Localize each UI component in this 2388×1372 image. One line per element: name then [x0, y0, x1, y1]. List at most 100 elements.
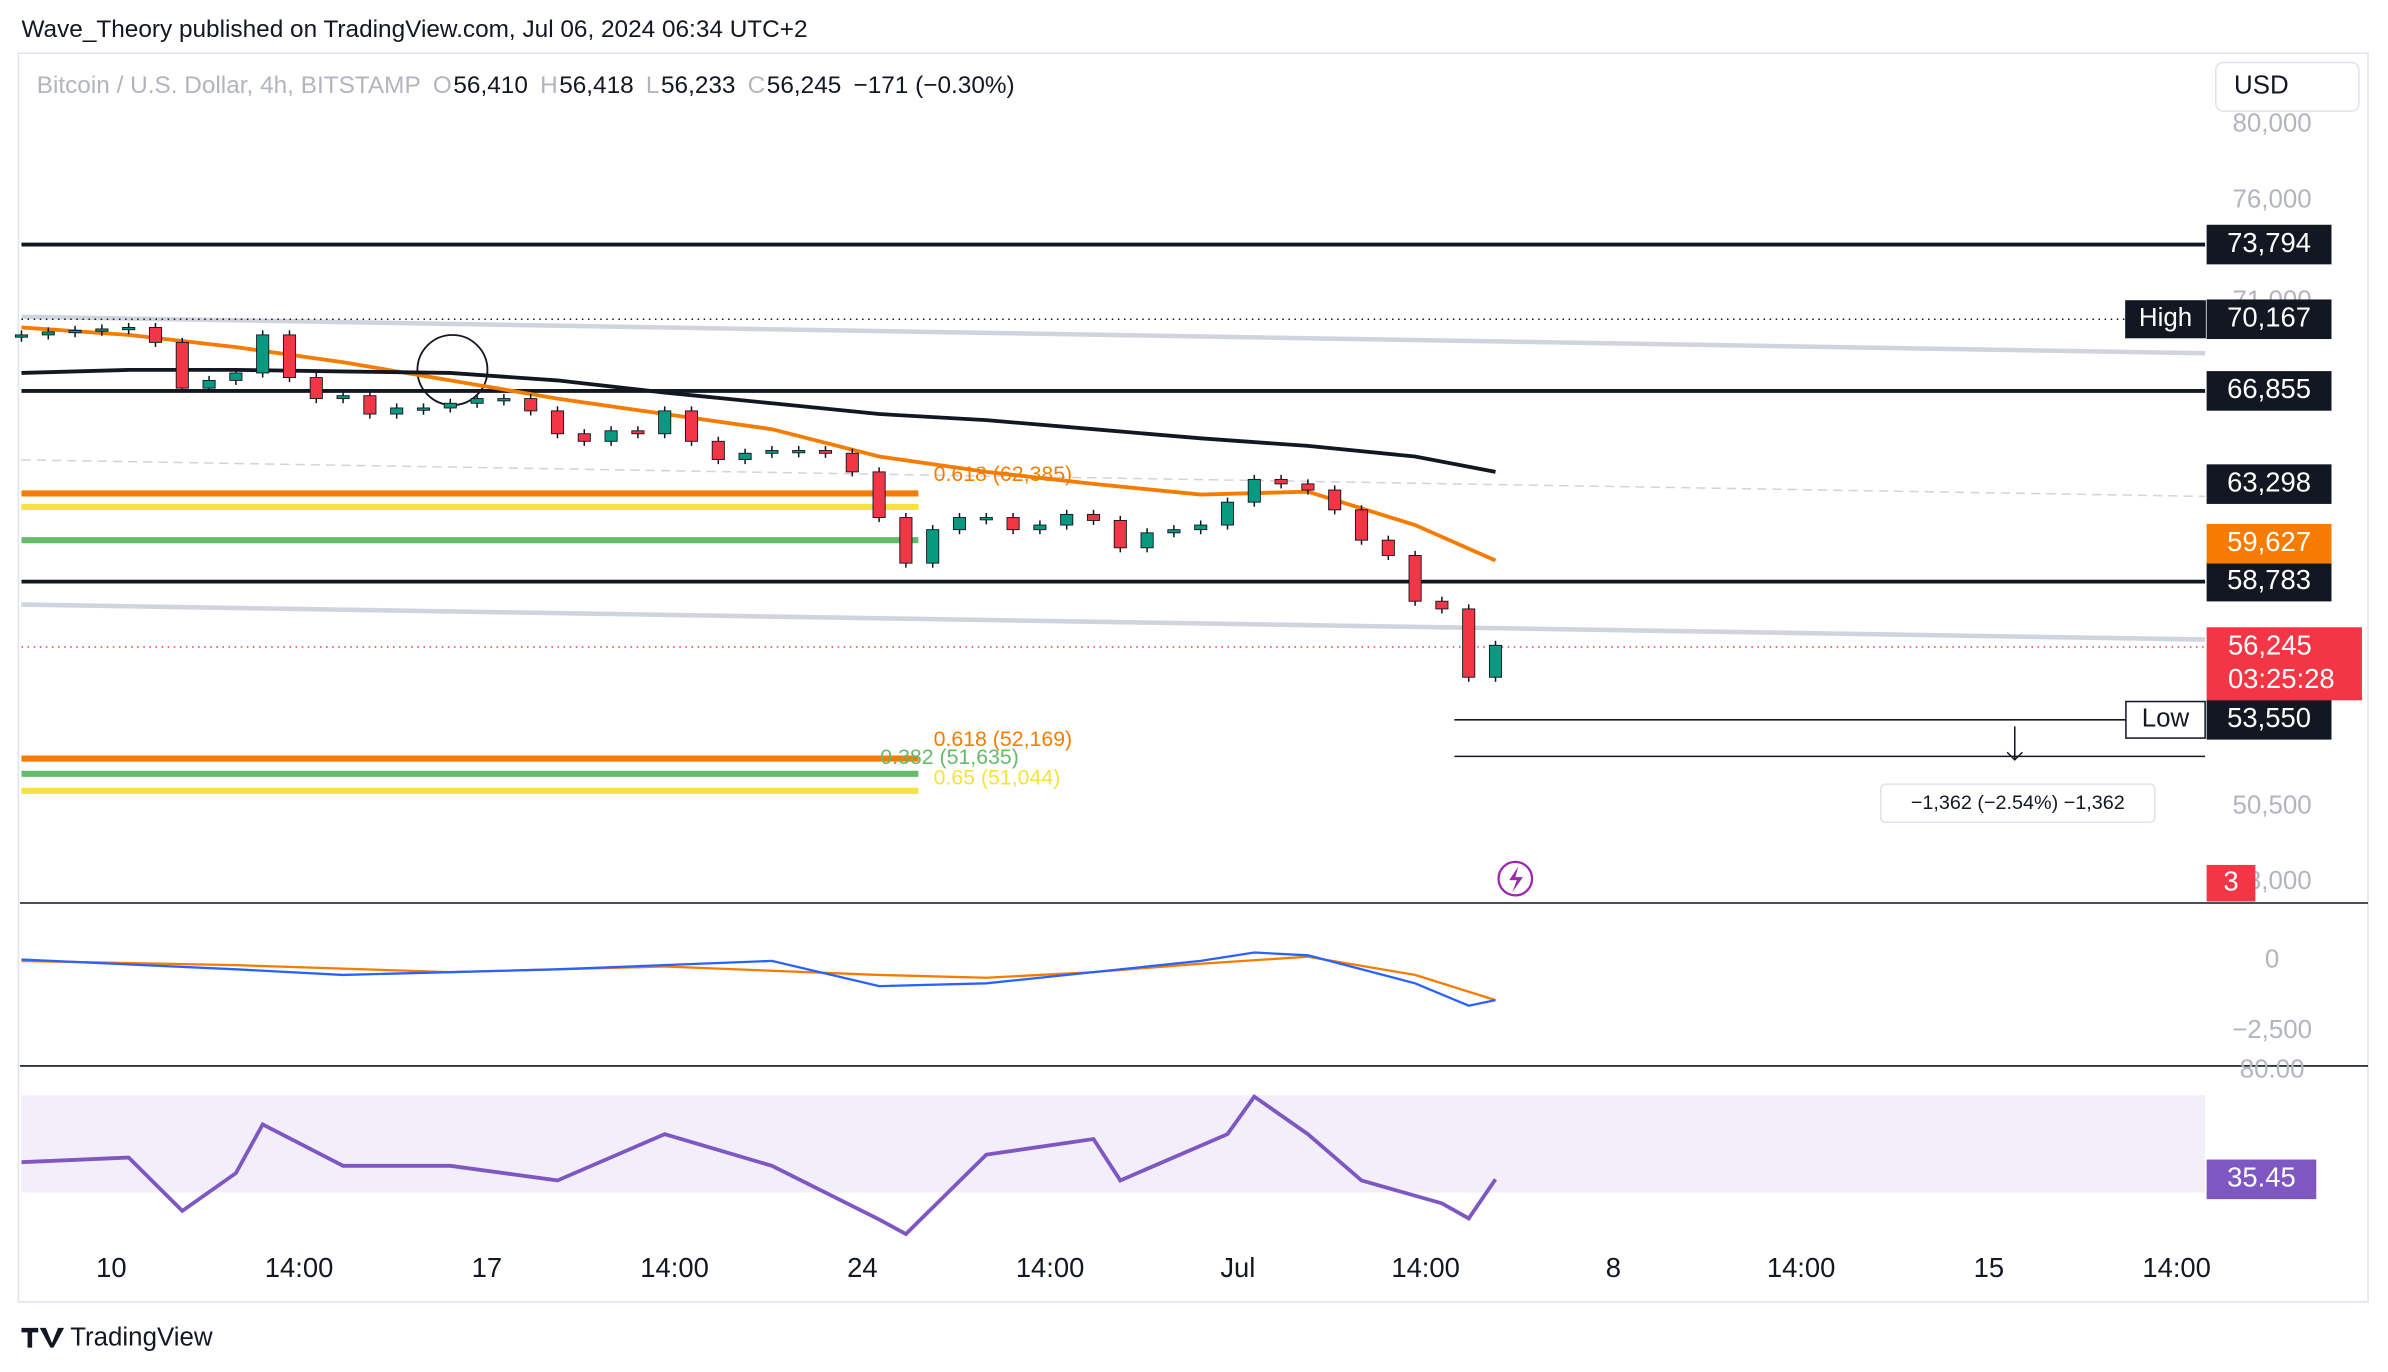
- level-name: High: [2139, 304, 2192, 332]
- fib-label: 0.65 (51,044): [934, 765, 1061, 789]
- volume-tag: [2206, 864, 2256, 902]
- last-price-tag: [2206, 627, 2362, 701]
- price-tag: [2206, 371, 2332, 411]
- candle: [282, 334, 297, 379]
- candle: [175, 341, 189, 389]
- candle: [1113, 519, 1127, 549]
- candle: [711, 440, 725, 460]
- ema-tag: [2206, 523, 2332, 564]
- x-tick-label: 17: [472, 1252, 502, 1283]
- candle: [416, 407, 431, 411]
- legend-part: Bitcoin / U.S. Dollar, 4h, BITSTAMP: [37, 72, 421, 99]
- x-tick-label: 14:00: [2142, 1252, 2211, 1283]
- ema-line: [21, 325, 1497, 563]
- candle: [229, 372, 243, 381]
- rsi-band: [21, 1095, 2206, 1193]
- candle: [1354, 509, 1369, 541]
- candle: [1194, 524, 1208, 531]
- candle: [604, 430, 618, 442]
- y-tick-label: 50,500: [2233, 792, 2312, 820]
- candle: [309, 377, 323, 400]
- y-tick-label: 76,000: [2233, 186, 2312, 214]
- chart-frame: [17, 52, 2369, 1303]
- candle: [1488, 644, 1503, 678]
- candle: [336, 395, 350, 400]
- level-name-tag: [2125, 300, 2206, 339]
- x-tick-label: 8: [1606, 1252, 1621, 1283]
- price-tag-label: 73,794: [2227, 227, 2311, 258]
- ema-tag-label: 59,627: [2227, 526, 2311, 557]
- currency: USD: [2234, 72, 2289, 100]
- candle: [818, 450, 833, 454]
- candle: [577, 433, 591, 442]
- legend-part: 56,245: [767, 72, 842, 99]
- candle: [95, 328, 109, 332]
- candle: [41, 331, 55, 336]
- x-tick-label: 14:00: [640, 1252, 709, 1283]
- candle: [148, 326, 163, 343]
- candle: [550, 410, 565, 435]
- currency-button[interactable]: [2215, 61, 2360, 112]
- publisher: Wave_Theory published on TradingView.com…: [21, 16, 807, 43]
- legend-part: 56,410: [453, 72, 528, 99]
- candle: [1435, 600, 1449, 610]
- price-tag-label: 63,298: [2227, 466, 2311, 497]
- candle: [658, 410, 672, 435]
- signal-line: [21, 955, 1496, 1002]
- candle: [899, 517, 913, 564]
- legend-part: C: [748, 72, 766, 99]
- price-tag: [2206, 299, 2332, 340]
- candle: [1033, 524, 1047, 531]
- fib-label: 0.382 (51,635): [880, 745, 1019, 769]
- candle: [872, 471, 886, 519]
- candle: [765, 450, 779, 454]
- candle: [1328, 489, 1342, 511]
- x-tick-label: 14:00: [1767, 1252, 1836, 1283]
- macd-tick-label: −2,500: [2232, 1016, 2312, 1044]
- brand: TradingView: [70, 1323, 213, 1351]
- last-price-label: 56,245: [2228, 629, 2312, 660]
- x-tick-label: Jul: [1220, 1252, 1255, 1283]
- legend-part: L: [646, 72, 660, 99]
- candle: [497, 398, 511, 402]
- measure-text: −1,362 (−2.54%) −1,362: [1911, 792, 2125, 814]
- candle: [122, 326, 136, 331]
- rsi-line: [21, 1093, 1498, 1237]
- rsi-tag: [2206, 1159, 2317, 1200]
- x-tick-label: 24: [847, 1252, 877, 1283]
- price-tag-label: 66,855: [2227, 373, 2311, 404]
- price-tag-label: 58,783: [2227, 564, 2311, 595]
- candle: [1247, 478, 1261, 503]
- candle: [1301, 483, 1315, 491]
- measure-box: [1880, 783, 2156, 824]
- ma-line: [21, 367, 1496, 474]
- candle: [1220, 501, 1235, 526]
- candle: [1274, 478, 1288, 485]
- legend-part: 56,233: [661, 72, 736, 99]
- candle: [470, 398, 484, 404]
- x-tick-label: 14:00: [1016, 1252, 1085, 1283]
- legend-part: O: [433, 72, 452, 99]
- x-tick-label: 14:00: [1391, 1252, 1460, 1283]
- fib-label: 0.618 (52,169): [934, 727, 1073, 751]
- rsi-tick-label: 80.00: [2240, 1056, 2305, 1084]
- candle: [1060, 513, 1074, 526]
- candle: [363, 395, 377, 415]
- candle: [1408, 554, 1422, 602]
- candle: [738, 452, 752, 460]
- y-tick-label: 80,000: [2233, 110, 2312, 138]
- price-tag: [2206, 700, 2332, 740]
- channel-line: [21, 602, 2206, 642]
- legend-part: −171 (−0.30%): [853, 72, 1014, 99]
- x-tick-label: 14:00: [265, 1252, 334, 1283]
- candle: [979, 517, 993, 521]
- candle: [1086, 513, 1101, 521]
- candle: [68, 329, 82, 334]
- candle: [792, 450, 806, 454]
- candle: [1167, 529, 1181, 534]
- price-tag: [2206, 224, 2332, 265]
- rsi-tag-label: 35.45: [2227, 1162, 2296, 1193]
- alert-bolt: [1509, 866, 1523, 893]
